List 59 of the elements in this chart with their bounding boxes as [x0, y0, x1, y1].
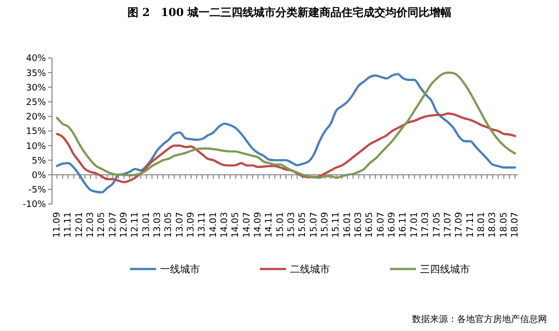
y-tick-label: 15%: [26, 127, 46, 138]
x-tick-label: 11.09: [52, 212, 62, 238]
x-tick-label: 14.07: [242, 212, 252, 238]
x-tick-label: 16.07: [376, 212, 386, 238]
x-tick-label: 15.03: [287, 212, 298, 238]
x-tick-label: 17.01: [410, 212, 420, 238]
x-tick-label: 14.03: [220, 212, 230, 238]
x-tick-label: 14.11: [264, 212, 275, 238]
x-tick-label: 16.09: [388, 212, 398, 238]
x-tick-label: 12.01: [74, 212, 85, 238]
legend-label: 三四线城市: [420, 264, 470, 276]
x-tick-label: 13.11: [198, 212, 208, 238]
y-tick-label: 40%: [26, 54, 46, 64]
line-series: [56, 112, 516, 184]
x-tick-label: 11.11: [64, 212, 74, 238]
x-tick-label: 13.03: [152, 212, 164, 238]
y-tick-label: 20%: [26, 112, 46, 123]
x-tick-label: 13.05: [164, 212, 174, 238]
x-tick-label: 15.01: [276, 212, 286, 238]
x-tick-label: 17.03: [421, 212, 432, 238]
x-tick-label: 16.01: [342, 212, 353, 238]
x-tick-label: 15.05: [298, 212, 308, 238]
y-tick-label: 30%: [26, 83, 46, 94]
x-tick-label: 18.05: [499, 212, 510, 238]
y-tick-label: 10%: [26, 142, 46, 152]
x-tick-label: 14.01: [208, 212, 219, 238]
x-tick-label: 18.03: [488, 212, 498, 238]
x-tick-label: 13.09: [186, 212, 197, 238]
x-tick-label: 17.09: [454, 212, 465, 238]
x-tick-label: 15.07: [309, 212, 320, 238]
x-tick-label: 13.07: [175, 212, 186, 238]
x-tick-label: 12.09: [119, 212, 130, 238]
x-tick-label: 18.07: [510, 212, 520, 238]
x-tick-label: 14.09: [254, 212, 264, 238]
x-tick-label: 13.01: [142, 212, 152, 238]
y-tick-label: 0%: [32, 170, 46, 181]
x-tick-label: 16.03: [354, 212, 364, 238]
x-tick-label: 12.03: [86, 212, 96, 238]
source-note: 数据来源：各地官方房地产信息网: [412, 314, 547, 325]
x-tick-label: 15.11: [332, 212, 342, 238]
x-tick-label: 17.07: [443, 212, 454, 238]
y-tick-label: 35%: [26, 68, 46, 79]
x-tick-label: 17.05: [432, 212, 442, 238]
x-tick-label: 12.05: [97, 212, 108, 238]
legend-label: 二线城市: [290, 264, 330, 276]
chart-title: 图 2 100 城一二三四线城市分类新建商品住宅成交均价同比增幅: [127, 6, 452, 19]
x-tick-label: 16.05: [365, 212, 376, 238]
y-tick-label: -10%: [22, 200, 46, 210]
x-tick-label: 15.09: [320, 212, 331, 238]
y-tick-label: 25%: [26, 98, 46, 108]
x-tick-label: 12.11: [130, 212, 141, 238]
x-tick-label: 14.05: [231, 212, 242, 238]
y-tick-label: 5%: [32, 156, 46, 166]
x-tick-label: 16.11: [398, 212, 409, 238]
legend-label: 一线城市: [160, 264, 200, 276]
x-tick-label: 12.07: [108, 212, 118, 238]
y-tick-label: -5%: [28, 186, 46, 196]
x-tick-label: 17.11: [466, 212, 476, 238]
x-tick-label: 18.01: [476, 212, 487, 238]
